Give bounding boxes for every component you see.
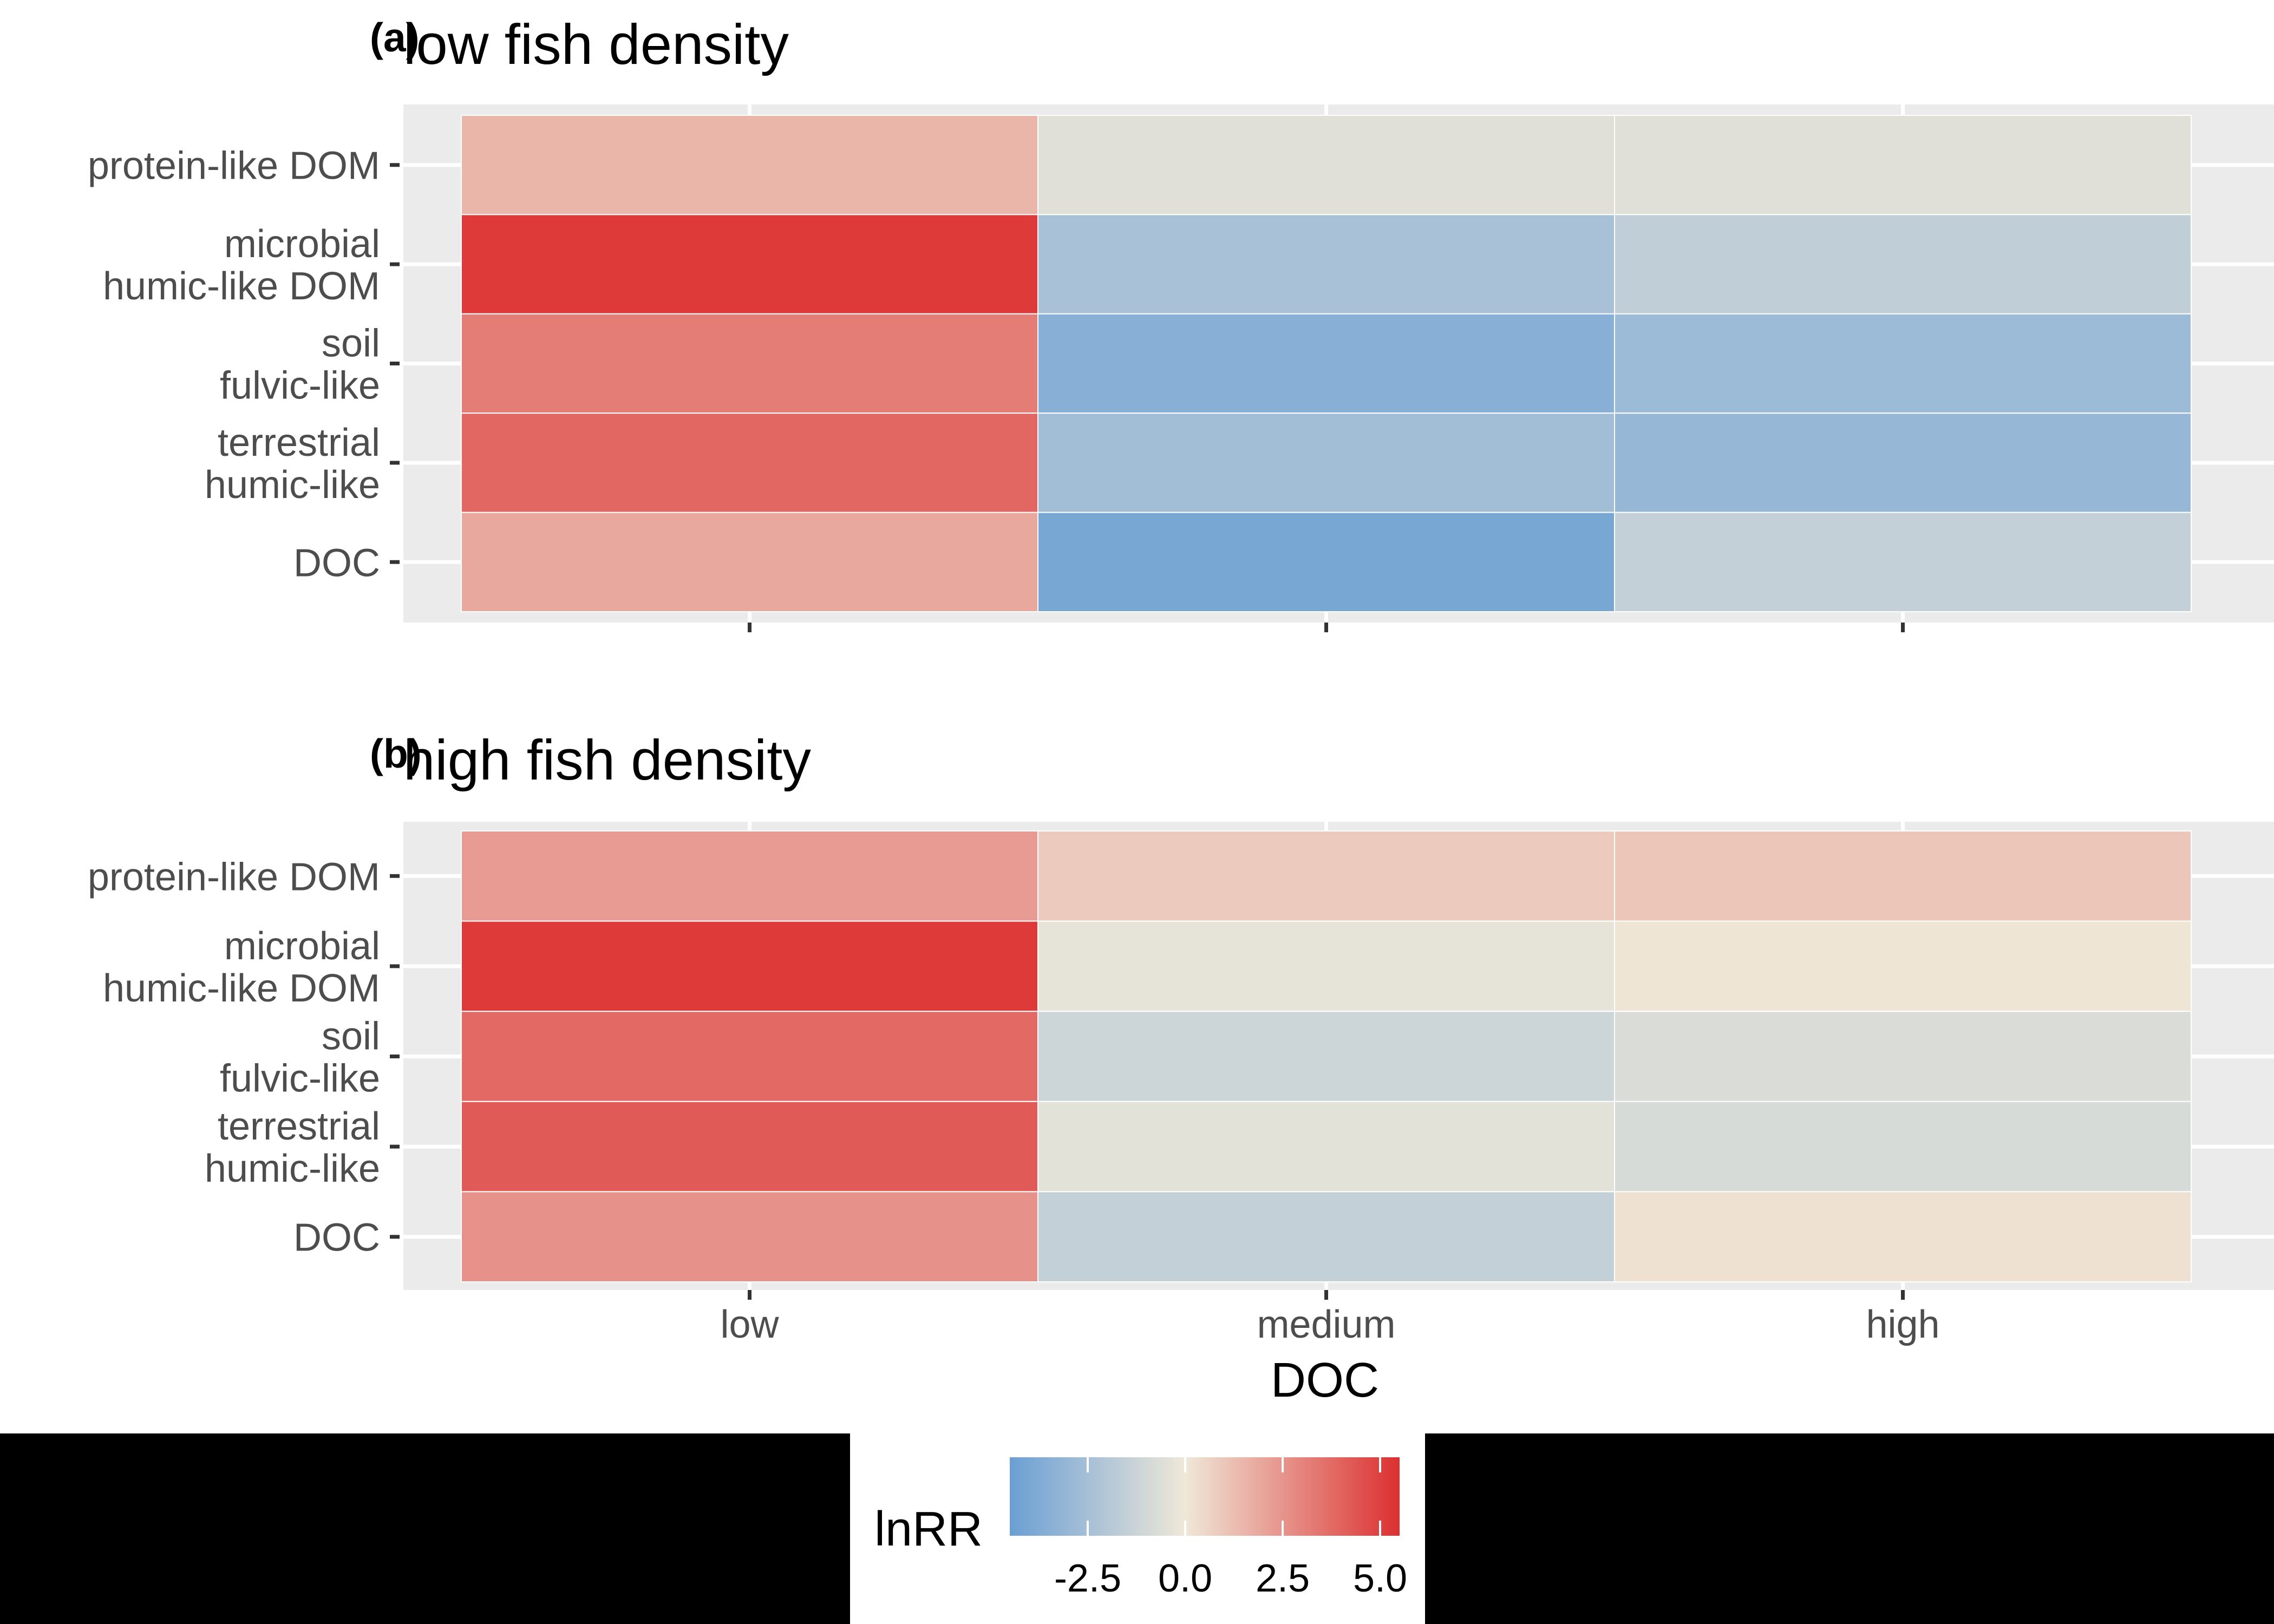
heatmap-cell [461, 214, 1038, 315]
panel-b-title: high fish density [403, 729, 811, 792]
color-legend: -2.5 0.0 2.5 5.0 lnRR [874, 1457, 1407, 1600]
heatmap-cell [1037, 920, 1615, 1012]
heatmap-cell [1614, 512, 2192, 612]
legend-tick-label: -2.5 [1054, 1557, 1121, 1600]
heatmap-cell [461, 1011, 1038, 1102]
heatmap-cell [461, 115, 1038, 215]
heatmap-cell [1037, 214, 1615, 315]
y-tick-label: microbial humic-like DOM [103, 925, 380, 1010]
heatmap-cell [1037, 313, 1615, 414]
panel-a: protein-like DOM microbial humic-like DOM s… [88, 13, 2274, 632]
heatmap-cell [1614, 1101, 2192, 1193]
y-tick-label: soil fulvic-like [220, 1015, 380, 1101]
panel-b-x-ticks: low medium high [720, 1290, 1940, 1346]
y-tick-label: protein-like DOM [88, 145, 380, 188]
y-tick-label: terrestrial humic-like [205, 421, 380, 507]
y-tick-label: terrestrial humic-like [205, 1105, 380, 1190]
y-tick-label: DOC [293, 1216, 380, 1260]
heatmap-cell [461, 920, 1038, 1012]
legend-ticks: -2.5 0.0 2.5 5.0 [1054, 1457, 1407, 1600]
heatmap-cell [1037, 830, 1615, 922]
panel-a-y-ticks: protein-like DOM microbial humic-like DOM s… [88, 145, 400, 585]
heatmap-cell [1037, 412, 1615, 513]
panel-b-tag: (b) [370, 731, 422, 776]
heatmap-cell [461, 512, 1038, 612]
heatmap-cell [1614, 1191, 2192, 1282]
heatmap-cell [1614, 920, 2192, 1012]
heatmap-cell [1614, 214, 2192, 315]
x-axis-title: DOC [1271, 1353, 1379, 1407]
panel-b-cells [461, 830, 2192, 1282]
heatmap-cell [461, 1101, 1038, 1193]
heatmap-cell [461, 313, 1038, 414]
legend-title: lnRR [874, 1502, 983, 1556]
heatmap-cell [1037, 1101, 1615, 1193]
heatmap-cell [1614, 830, 2192, 922]
y-tick-label: soil fulvic-like [220, 322, 380, 408]
legend-tick-label: 5.0 [1353, 1557, 1407, 1600]
y-tick-label: DOC [293, 541, 380, 585]
y-tick-label: microbial humic-like DOM [103, 222, 380, 308]
heatmap-cell [461, 412, 1038, 513]
heatmap-cell [1037, 512, 1615, 612]
panel-a-title: low fish density [403, 13, 789, 76]
x-tick-label: low [720, 1303, 779, 1346]
heatmap-cell [1037, 115, 1615, 215]
heatmap-cell [1614, 115, 2192, 215]
heatmap-cell [1037, 1191, 1615, 1282]
heatmap-cell [1037, 1011, 1615, 1102]
heatmap-cell [461, 1191, 1038, 1282]
heatmap-cell [1614, 412, 2192, 513]
panel-b-y-ticks: protein-like DOM microbial humic-like DOMs… [88, 855, 400, 1260]
heatmap-cell [461, 830, 1038, 922]
panel-a-x-ticks [748, 623, 1905, 632]
legend-tick-label: 2.5 [1256, 1557, 1310, 1600]
panel-a-tag: (a) [370, 15, 420, 60]
panel-a-cells [461, 115, 2192, 612]
heatmap-cell [1614, 313, 2192, 414]
x-tick-label: high [1866, 1303, 1939, 1346]
legend-colorbar [1010, 1457, 1400, 1536]
panel-b: protein-like DOM microbial humic-like DOMs… [88, 729, 2274, 1407]
x-tick-label: medium [1257, 1303, 1395, 1346]
heatmap-cell [1614, 1011, 2192, 1102]
legend-tick-label: 0.0 [1158, 1557, 1212, 1600]
y-tick-label: protein-like DOM [88, 855, 380, 899]
